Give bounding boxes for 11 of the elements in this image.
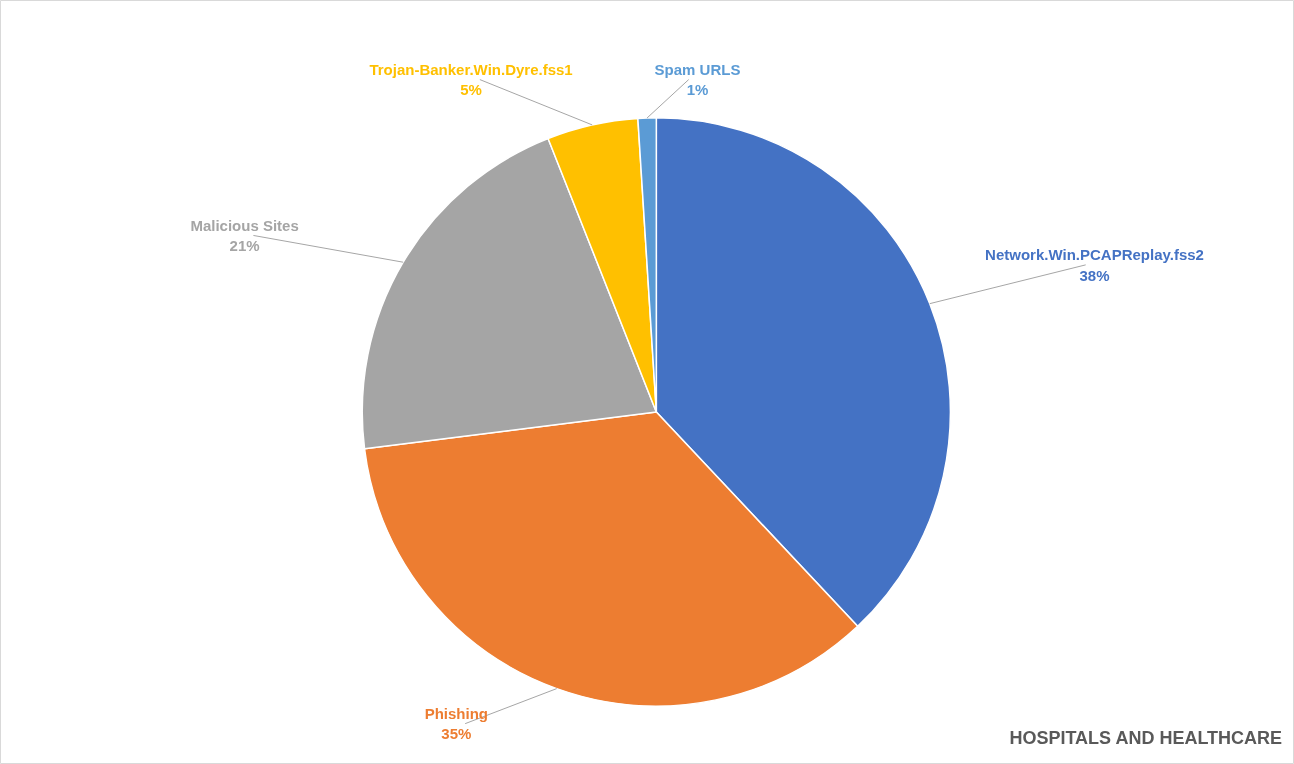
data-label: 1% [686, 81, 709, 99]
data-label: 5% [460, 81, 482, 99]
slice-label: Malicious Sites [190, 216, 299, 234]
data-label: 38% [1079, 266, 1110, 284]
data-label: 21% [229, 237, 260, 255]
slice-label: Spam URLS [654, 60, 741, 78]
slice-label: Trojan-Banker.Win.Dyre.fss1 [369, 60, 573, 78]
slice-label: Phishing [424, 704, 489, 722]
slice-label: Network.Win.PCAPReplay.fss2 [985, 246, 1204, 264]
data-label: 35% [441, 725, 472, 743]
text: HOSPITALS AND HEALTHCARE [1009, 728, 1283, 749]
